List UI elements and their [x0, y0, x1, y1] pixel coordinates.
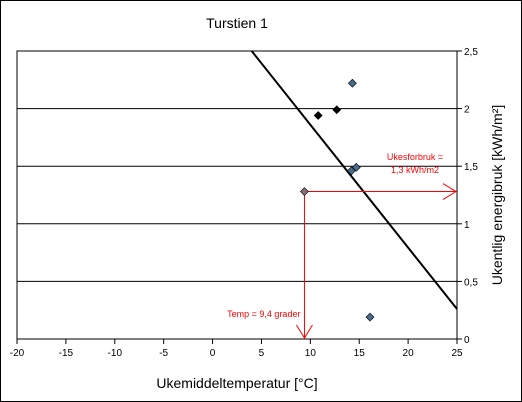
- plot-area: [16, 50, 458, 340]
- trendline: [250, 50, 458, 310]
- data-point: [300, 187, 309, 196]
- data-point: [332, 105, 342, 115]
- x-tick-label: 15: [354, 348, 366, 359]
- y-tick-label: 2: [464, 105, 470, 116]
- y-tick-label: 1: [464, 220, 470, 231]
- x-tick-label: 0: [210, 348, 216, 359]
- consumption-annotation-line1: Ukesforbruk =: [387, 152, 443, 162]
- x-tick-label: 5: [259, 348, 265, 359]
- x-tick-label: -20: [10, 348, 25, 359]
- x-tick-label: -10: [108, 348, 123, 359]
- data-point: [346, 166, 356, 176]
- data-point: [365, 312, 375, 322]
- x-tick-label: 25: [451, 348, 463, 359]
- y-tick-label: 0,5: [464, 277, 478, 288]
- temperature-arrowhead: [296, 324, 313, 339]
- y-tick-label: 0: [464, 335, 470, 346]
- data-point: [347, 78, 357, 88]
- temperature-annotation: Temp = 9,4 grader: [227, 309, 300, 319]
- consumption-arrowhead: [442, 183, 457, 200]
- data-point: [313, 111, 323, 120]
- y-tick-label: 2,5: [464, 47, 478, 58]
- x-tick-label: 10: [305, 348, 317, 359]
- x-tick-label: -5: [159, 348, 168, 359]
- y-tick-label: 1,5: [464, 162, 478, 173]
- x-axis-label: Ukemiddeltemperatur [°C]: [156, 375, 317, 391]
- y-axis-label: Ukentlig energibruk [kWh/m²]: [489, 105, 505, 286]
- consumption-annotation-line2: 1,3 kWh/m2: [391, 165, 439, 175]
- chart-title: Turstien 1: [206, 15, 268, 31]
- x-tick-label: 20: [403, 348, 415, 359]
- x-tick-label: -15: [59, 348, 74, 359]
